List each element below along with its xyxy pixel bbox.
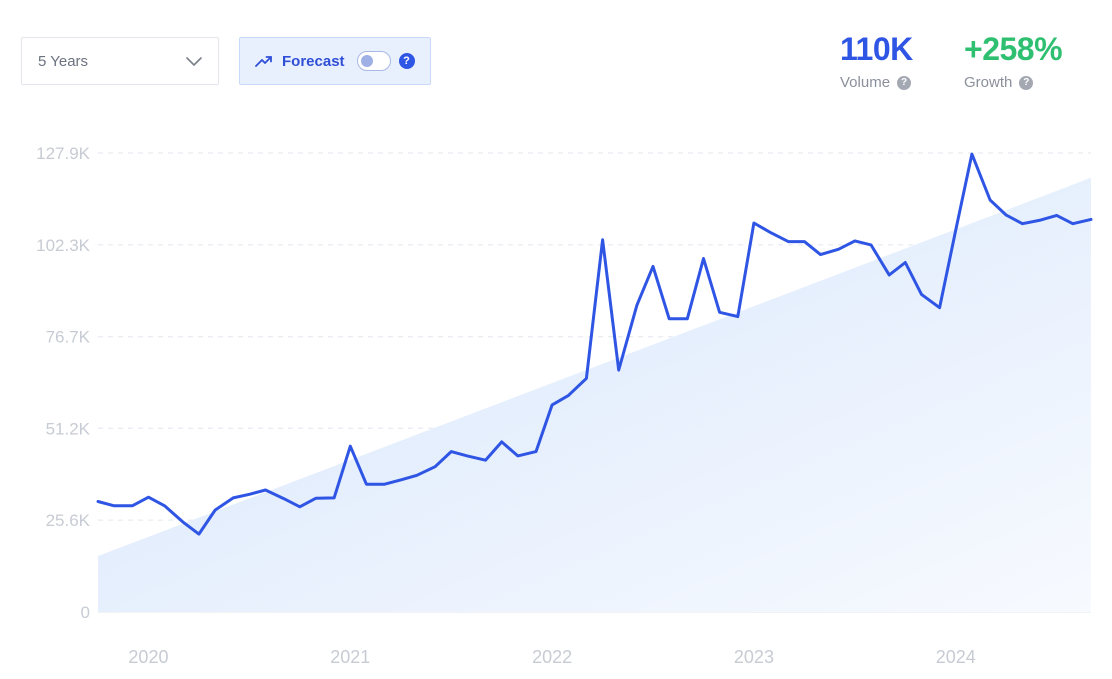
x-tick-label: 2022 xyxy=(532,647,572,667)
growth-metric: +258% Growth ? xyxy=(964,30,1063,91)
volume-label: Volume xyxy=(840,74,891,91)
x-tick-label: 2020 xyxy=(128,647,168,667)
growth-label: Growth xyxy=(964,74,1013,91)
volume-help-icon[interactable]: ? xyxy=(897,75,912,90)
forecast-label: Forecast xyxy=(282,52,345,70)
x-tick-label: 2023 xyxy=(734,647,774,667)
y-tick-label: 25.6K xyxy=(46,511,91,530)
forecast-control: Forecast ? xyxy=(239,37,431,85)
trend-area xyxy=(98,177,1091,612)
trending-up-icon xyxy=(255,56,272,67)
y-axis-ticks: 0 25.6K 51.2K 76.7K 102.3K 127.9K xyxy=(36,144,91,622)
growth-value: +258% xyxy=(964,31,1063,67)
chevron-down-icon xyxy=(186,57,202,66)
series-line xyxy=(96,152,1093,536)
x-axis-ticks: 2020 2021 2022 2023 2024 xyxy=(128,647,975,667)
volume-value: 110K xyxy=(840,31,913,67)
line-layer xyxy=(96,152,1093,536)
y-tick-label: 127.9K xyxy=(36,144,91,163)
forecast-toggle[interactable] xyxy=(356,51,391,71)
volume-metric: 110K Volume ? xyxy=(840,30,913,91)
x-tick-label: 2021 xyxy=(330,647,370,667)
time-range-select[interactable]: 5 Years xyxy=(21,37,219,85)
y-tick-label: 0 xyxy=(81,603,90,622)
toggle-knob xyxy=(360,55,373,67)
x-tick-label: 2024 xyxy=(936,647,976,667)
time-range-label: 5 Years xyxy=(38,52,89,70)
y-tick-label: 102.3K xyxy=(36,236,91,255)
growth-help-icon[interactable]: ? xyxy=(1019,75,1034,90)
y-tick-label: 51.2K xyxy=(46,419,91,438)
volume-label-row: Volume ? xyxy=(840,74,913,91)
y-tick-label: 76.7K xyxy=(46,328,91,347)
trend-layer xyxy=(98,177,1091,612)
growth-label-row: Growth ? xyxy=(964,74,1062,91)
forecast-help-icon[interactable]: ? xyxy=(398,53,415,69)
